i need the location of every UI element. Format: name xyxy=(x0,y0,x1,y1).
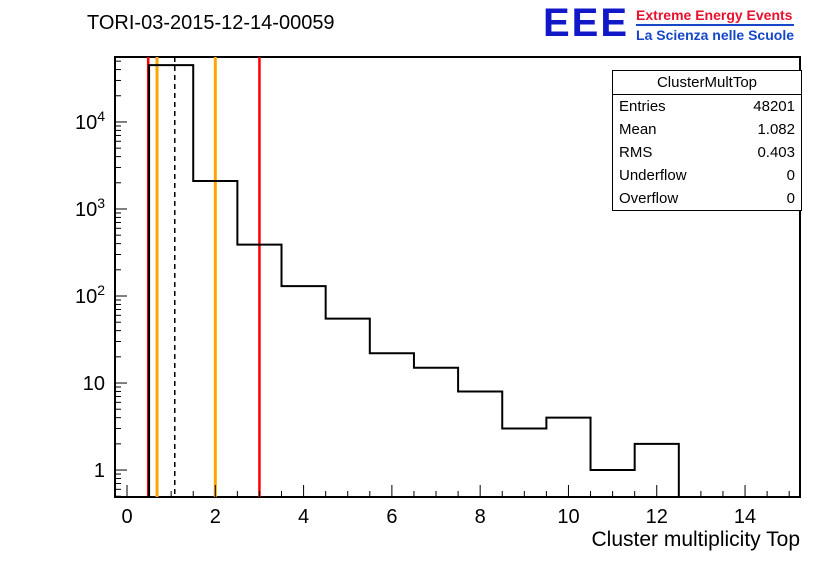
stats-label: Entries xyxy=(619,98,666,115)
stats-label: RMS xyxy=(619,144,653,161)
y-tick-label: 103 xyxy=(75,195,105,221)
x-axis-label: Cluster multiplicity Top xyxy=(591,528,800,551)
stats-box: ClusterMultTop Entries 48201 Mean 1.082 RMS 0… xyxy=(612,70,802,211)
x-tick-label: 8 xyxy=(475,506,486,528)
plot-title: TORI-03-2015-12-14-00059 xyxy=(87,12,335,34)
eee-logo-letters: EEE xyxy=(543,1,630,45)
logo-divider xyxy=(636,24,794,26)
x-tick-label: 10 xyxy=(557,506,579,528)
stats-value: 1.082 xyxy=(757,121,795,138)
stats-label: Overflow xyxy=(619,190,679,207)
stats-value: 0 xyxy=(786,190,795,207)
stats-row: Entries 48201 xyxy=(613,95,801,118)
stats-label: Mean xyxy=(619,121,657,138)
x-tick-label: 14 xyxy=(734,506,756,528)
stats-row: Underflow 0 xyxy=(613,164,801,187)
stats-value: 48201 xyxy=(753,98,795,115)
x-tick-label: 4 xyxy=(298,506,309,528)
eee-logo-text: Extreme Energy Events La Scienza nelle S… xyxy=(636,4,794,43)
x-tick-label: 0 xyxy=(121,506,132,528)
histogram-line xyxy=(115,64,800,498)
stats-label: Underflow xyxy=(619,167,687,184)
plot-frame xyxy=(114,56,801,498)
stats-value: 0.403 xyxy=(757,144,795,161)
eee-logo: EEE Extreme Energy Events La Scienza nel… xyxy=(543,1,794,45)
x-tick-label: 2 xyxy=(210,506,221,528)
y-tick-label: 10 xyxy=(83,373,105,395)
logo-line2: La Scienza nelle Scuole xyxy=(636,27,794,43)
stats-value: 0 xyxy=(786,167,795,184)
stats-title: ClusterMultTop xyxy=(613,71,801,95)
y-tick-label: 102 xyxy=(75,282,105,308)
y-tick-label: 104 xyxy=(75,108,105,134)
x-tick-label: 12 xyxy=(646,506,668,528)
x-tick-label: 6 xyxy=(386,506,397,528)
stats-row: Overflow 0 xyxy=(613,187,801,210)
stats-rows: Entries 48201 Mean 1.082 RMS 0.403 Underflow 0 O… xyxy=(613,95,801,210)
stats-row: RMS 0.403 xyxy=(613,141,801,164)
logo-line1: Extreme Energy Events xyxy=(636,7,793,23)
stats-row: Mean 1.082 xyxy=(613,118,801,141)
y-tick-label: 1 xyxy=(94,460,105,482)
